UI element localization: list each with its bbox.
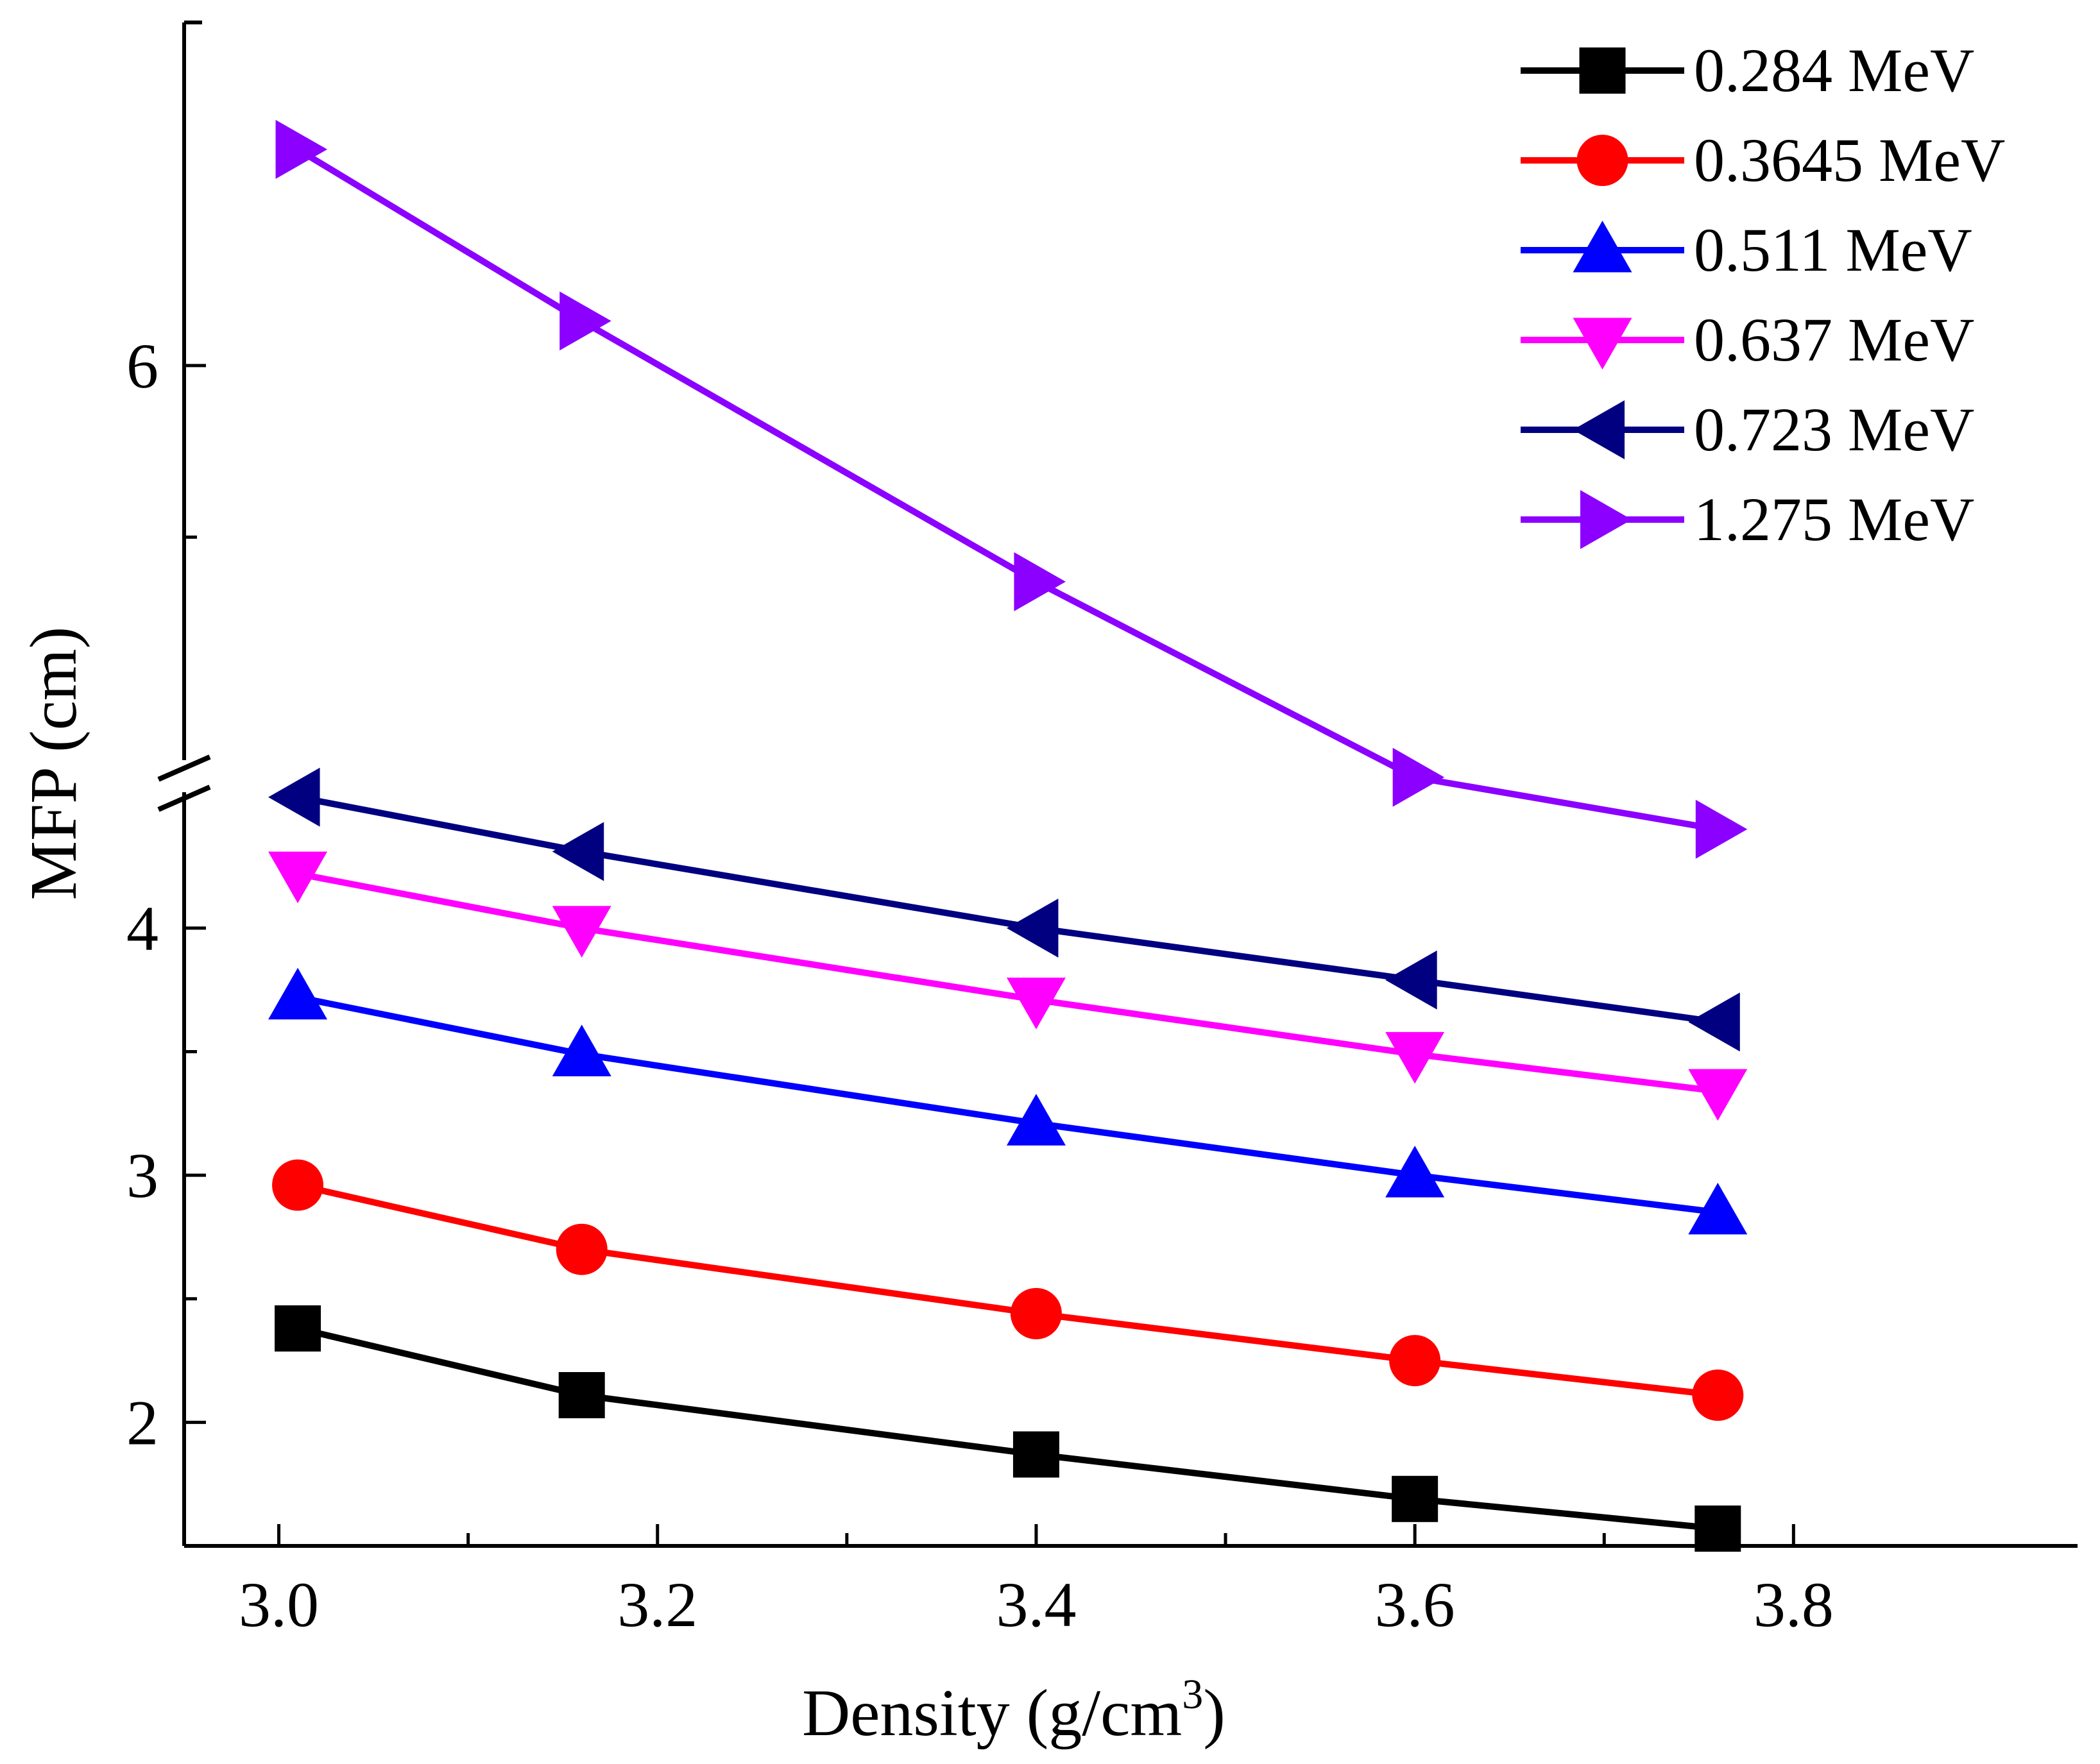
legend-swatch-marker xyxy=(1573,221,1632,273)
data-point xyxy=(1385,1031,1445,1084)
data-point xyxy=(1392,747,1445,807)
legend-label: 1.275 MeV xyxy=(1694,485,1974,554)
data-point xyxy=(552,1024,611,1076)
series-0.637-mev xyxy=(268,851,1748,1121)
x-tick-label: 3.6 xyxy=(1375,1569,1455,1640)
data-point xyxy=(1688,992,1740,1052)
y-tick-label: 6 xyxy=(126,330,158,402)
data-point xyxy=(552,822,604,881)
series-0.723-mev xyxy=(268,767,1740,1052)
data-point xyxy=(552,906,611,958)
series-0.284-mev xyxy=(275,1305,1741,1552)
y-axis-break-mark xyxy=(157,754,211,782)
axes-layer: 3.0 3.2 3.4 3.6 3.8 2 3 4 6 xyxy=(126,21,2078,1640)
y-tick-label: 3 xyxy=(126,1140,158,1211)
y-axis-title: MFP (cm) xyxy=(17,627,90,901)
legend: 0.284 MeV 0.3645 MeV 0.511 MeV 0.637 MeV 0.7… xyxy=(1521,36,2005,554)
x-axis-title-main: Density (g/cm xyxy=(802,1676,1182,1750)
series-line xyxy=(296,1182,1718,1398)
data-point xyxy=(275,1305,321,1352)
legend-swatch-marker xyxy=(1579,47,1626,94)
legend-entry: 0.3645 MeV xyxy=(1521,126,2005,194)
x-tick-label: 3.0 xyxy=(239,1569,319,1640)
legend-swatch-marker xyxy=(1573,318,1632,369)
legend-entry: 0.511 MeV xyxy=(1521,216,1972,284)
data-point xyxy=(1688,1182,1748,1235)
data-point xyxy=(275,119,328,179)
series-0.511-mev xyxy=(268,967,1748,1235)
series-line xyxy=(296,1325,1718,1532)
data-point xyxy=(1006,898,1059,958)
legend-swatch-marker xyxy=(1573,400,1625,459)
x-tick-label: 3.2 xyxy=(617,1569,697,1640)
series-layer xyxy=(268,119,1748,1552)
data-point xyxy=(1006,978,1066,1030)
legend-label: 0.3645 MeV xyxy=(1694,126,2005,194)
legend-label: 0.723 MeV xyxy=(1694,395,1974,464)
legend-entry: 0.723 MeV xyxy=(1521,395,1974,464)
x-axis-title-end: ) xyxy=(1203,1676,1225,1750)
data-point xyxy=(268,851,328,904)
data-point xyxy=(1392,1475,1438,1522)
legend-entry: 0.284 MeV xyxy=(1521,36,1974,105)
data-point xyxy=(268,967,328,1020)
data-point xyxy=(1012,1431,1059,1478)
x-tick-label: 3.8 xyxy=(1754,1569,1834,1640)
data-point xyxy=(556,1223,608,1275)
x-axis-title-superscript: 3 xyxy=(1182,1671,1203,1718)
data-point xyxy=(1010,1287,1062,1339)
legend-swatch-marker xyxy=(1580,490,1632,549)
data-point xyxy=(268,767,320,827)
series-0.3645-mev xyxy=(272,1159,1744,1421)
series-line xyxy=(297,994,1718,1216)
data-point xyxy=(1688,1069,1748,1121)
data-point xyxy=(272,1159,324,1211)
data-point xyxy=(1014,552,1066,611)
series-line xyxy=(297,870,1718,1095)
series-1.275-mev xyxy=(275,119,1748,859)
data-point xyxy=(558,1372,605,1418)
legend-entry: 0.637 MeV xyxy=(1521,305,1974,374)
data-point xyxy=(1692,1370,1744,1421)
x-axis-title: Density (g/cm3) xyxy=(802,1671,1225,1750)
y-tick-label: 2 xyxy=(126,1387,158,1458)
x-tick-label: 3.4 xyxy=(996,1569,1076,1640)
legend-entry: 1.275 MeV xyxy=(1521,485,1974,554)
y-tick-label: 4 xyxy=(126,893,158,964)
legend-label: 0.284 MeV xyxy=(1694,36,1974,105)
data-point xyxy=(1695,799,1748,859)
y-axis-break-mark xyxy=(157,784,211,812)
legend-swatch-marker xyxy=(1576,135,1628,186)
data-point xyxy=(1389,1335,1441,1387)
data-point xyxy=(559,291,611,351)
data-point xyxy=(1385,950,1437,1010)
series-line xyxy=(297,793,1718,1026)
series-line xyxy=(296,146,1719,833)
data-point xyxy=(1385,1146,1445,1198)
legend-label: 0.637 MeV xyxy=(1694,305,1974,374)
data-point xyxy=(1006,1094,1066,1146)
legend-label: 0.511 MeV xyxy=(1694,216,1972,284)
